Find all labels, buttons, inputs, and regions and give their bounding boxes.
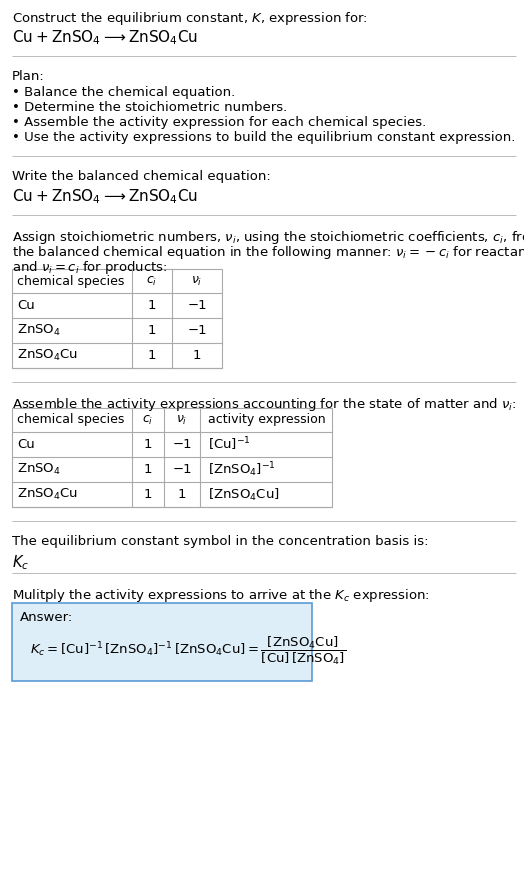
Text: 1: 1 bbox=[178, 488, 186, 501]
Text: $\mathrm{Cu + ZnSO_4 \longrightarrow ZnSO_4Cu}$: $\mathrm{Cu + ZnSO_4 \longrightarrow ZnS… bbox=[12, 187, 198, 205]
Text: Plan:: Plan: bbox=[12, 70, 45, 83]
Text: $\mathrm{ZnSO_4}$: $\mathrm{ZnSO_4}$ bbox=[17, 323, 61, 338]
Text: $c_i$: $c_i$ bbox=[143, 413, 154, 427]
Text: Assign stoichiometric numbers, $\nu_i$, using the stoichiometric coefficients, $: Assign stoichiometric numbers, $\nu_i$, … bbox=[12, 229, 524, 246]
Text: $\nu_i$: $\nu_i$ bbox=[176, 413, 188, 427]
Text: 1: 1 bbox=[148, 299, 156, 312]
Text: $\nu_i$: $\nu_i$ bbox=[191, 275, 203, 287]
Text: $K_c = [\mathrm{Cu}]^{-1}\,[\mathrm{ZnSO_4}]^{-1}\,[\mathrm{ZnSO_4Cu}] =\dfrac{[: $K_c = [\mathrm{Cu}]^{-1}\,[\mathrm{ZnSO… bbox=[30, 635, 346, 667]
Bar bbox=[12, 408, 332, 507]
FancyBboxPatch shape bbox=[12, 603, 312, 681]
Text: 1: 1 bbox=[144, 438, 152, 451]
Text: • Determine the stoichiometric numbers.: • Determine the stoichiometric numbers. bbox=[12, 101, 287, 114]
Text: −1: −1 bbox=[187, 299, 207, 312]
Text: $[\mathrm{Cu}]^{-1}$: $[\mathrm{Cu}]^{-1}$ bbox=[208, 436, 251, 453]
Text: $[\mathrm{ZnSO_4Cu}]$: $[\mathrm{ZnSO_4Cu}]$ bbox=[208, 486, 280, 502]
Text: $\mathrm{Cu + ZnSO_4 \longrightarrow ZnSO_4Cu}$: $\mathrm{Cu + ZnSO_4 \longrightarrow ZnS… bbox=[12, 28, 198, 47]
Text: • Assemble the activity expression for each chemical species.: • Assemble the activity expression for e… bbox=[12, 116, 426, 129]
Text: −1: −1 bbox=[187, 324, 207, 337]
Text: $[\mathrm{ZnSO_4}]^{-1}$: $[\mathrm{ZnSO_4}]^{-1}$ bbox=[208, 461, 276, 479]
Text: the balanced chemical equation in the following manner: $\nu_i = -c_i$ for react: the balanced chemical equation in the fo… bbox=[12, 244, 524, 261]
Text: Write the balanced chemical equation:: Write the balanced chemical equation: bbox=[12, 170, 271, 183]
Text: $K_c$: $K_c$ bbox=[12, 553, 29, 572]
Text: Cu: Cu bbox=[17, 438, 35, 451]
Text: $\mathrm{ZnSO_4Cu}$: $\mathrm{ZnSO_4Cu}$ bbox=[17, 487, 78, 502]
Text: $c_i$: $c_i$ bbox=[146, 275, 158, 287]
Text: Construct the equilibrium constant, $K$, expression for:: Construct the equilibrium constant, $K$,… bbox=[12, 10, 368, 27]
Bar bbox=[12, 269, 222, 368]
Text: 1: 1 bbox=[144, 463, 152, 476]
Text: Mulitply the activity expressions to arrive at the $K_c$ expression:: Mulitply the activity expressions to arr… bbox=[12, 587, 430, 604]
Text: 1: 1 bbox=[148, 324, 156, 337]
Text: $\mathrm{ZnSO_4}$: $\mathrm{ZnSO_4}$ bbox=[17, 462, 61, 477]
Text: 1: 1 bbox=[148, 349, 156, 362]
Text: $\mathrm{ZnSO_4Cu}$: $\mathrm{ZnSO_4Cu}$ bbox=[17, 348, 78, 363]
Text: Assemble the activity expressions accounting for the state of matter and $\nu_i$: Assemble the activity expressions accoun… bbox=[12, 396, 517, 413]
Text: and $\nu_i = c_i$ for products:: and $\nu_i = c_i$ for products: bbox=[12, 259, 168, 276]
Text: Answer:: Answer: bbox=[20, 611, 73, 624]
Text: −1: −1 bbox=[172, 438, 192, 451]
Text: Cu: Cu bbox=[17, 299, 35, 312]
Text: activity expression: activity expression bbox=[208, 413, 325, 427]
Text: • Balance the chemical equation.: • Balance the chemical equation. bbox=[12, 86, 235, 99]
Text: 1: 1 bbox=[144, 488, 152, 501]
Text: chemical species: chemical species bbox=[17, 275, 124, 287]
Text: chemical species: chemical species bbox=[17, 413, 124, 427]
Text: −1: −1 bbox=[172, 463, 192, 476]
Text: 1: 1 bbox=[193, 349, 201, 362]
Text: • Use the activity expressions to build the equilibrium constant expression.: • Use the activity expressions to build … bbox=[12, 131, 516, 144]
Text: The equilibrium constant symbol in the concentration basis is:: The equilibrium constant symbol in the c… bbox=[12, 535, 429, 548]
